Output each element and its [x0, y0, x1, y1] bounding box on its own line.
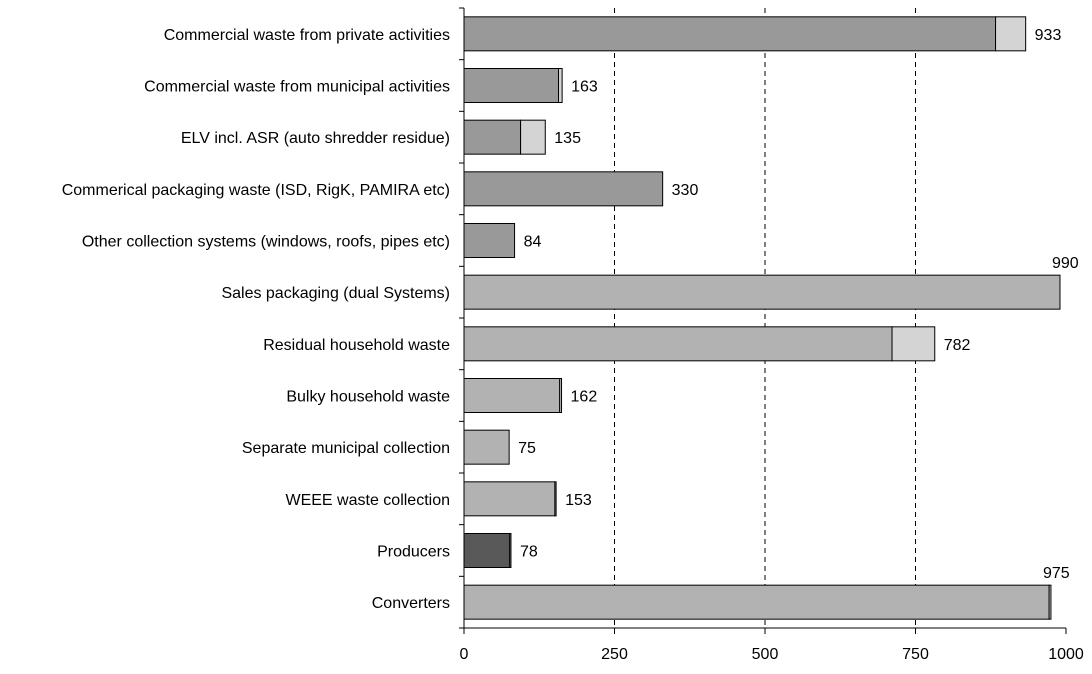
bar-segment-primary: [463, 378, 561, 413]
bar-segment-primary: [463, 326, 893, 362]
x-tick-label: 0: [460, 646, 469, 663]
category-label: Commercial waste from private activities: [164, 27, 450, 44]
bar-segment-primary: [463, 481, 556, 517]
bar-segment-secondary: [520, 119, 546, 155]
category-label: Converters: [372, 595, 450, 612]
category-label: Separate municipal collection: [242, 440, 450, 457]
bar-segment-secondary: [995, 16, 1027, 52]
bar-segment-primary: [463, 16, 997, 52]
bar-segment-primary: [463, 171, 664, 207]
bar-segment-primary: [463, 274, 1061, 310]
x-tick-label: 1000: [1048, 646, 1084, 663]
bar-segment-secondary: [558, 68, 563, 103]
category-label: Residual household waste: [263, 337, 450, 354]
bar-segment-secondary: [559, 378, 563, 413]
data-label: 330: [672, 182, 699, 199]
bar-segment-secondary: [891, 326, 936, 362]
axes: [459, 7, 1067, 634]
category-label: Commerical packaging waste (ISD, RigK, P…: [62, 182, 450, 199]
grid-lines: [614, 8, 916, 628]
data-label: 990: [1052, 255, 1079, 272]
data-label: 153: [565, 492, 592, 509]
category-label: ELV incl. ASR (auto shredder residue): [181, 130, 450, 147]
data-label: 163: [571, 79, 598, 96]
data-label: 84: [524, 234, 542, 251]
category-label: WEEE waste collection: [285, 492, 450, 509]
category-label: Other collection systems (windows, roofs…: [82, 234, 450, 251]
bar-segment-primary: [463, 429, 510, 465]
data-label: 975: [1043, 565, 1070, 582]
bar-segment-primary: [463, 68, 560, 103]
data-label: 135: [554, 130, 581, 147]
data-label: 933: [1035, 27, 1062, 44]
bar-segment-primary: [463, 584, 1050, 620]
x-tick-label: 250: [601, 646, 628, 663]
data-label: 782: [944, 337, 971, 354]
bars: [463, 16, 1061, 620]
bar-segment-secondary: [554, 481, 557, 517]
bar-segment-primary: [463, 223, 516, 258]
bar-segment-primary: [463, 533, 511, 568]
labels: Commercial waste from private activities…: [62, 27, 1084, 663]
bar-segment-secondary: [1048, 584, 1052, 620]
x-tick-label: 750: [902, 646, 929, 663]
data-label: 78: [520, 544, 538, 561]
category-label: Producers: [377, 544, 450, 561]
category-label: Bulky household waste: [286, 389, 450, 406]
bar-segment-secondary: [509, 533, 512, 568]
data-label: 162: [571, 389, 598, 406]
category-label: Commercial waste from municipal activiti…: [144, 79, 450, 96]
x-tick-label: 500: [752, 646, 779, 663]
data-label: 75: [518, 440, 536, 457]
category-label: Sales packaging (dual Systems): [221, 285, 450, 302]
bar-segment-primary: [463, 119, 522, 155]
